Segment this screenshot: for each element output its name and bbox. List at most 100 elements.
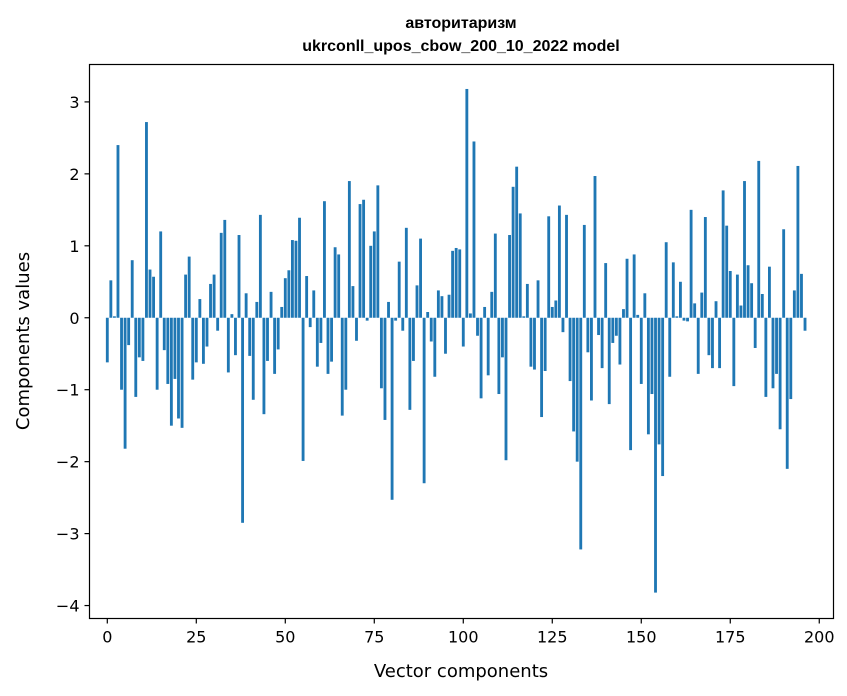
- bar-146: [625, 258, 629, 318]
- bar-37: [237, 235, 241, 318]
- bar-168: [703, 217, 707, 318]
- bar-97: [451, 250, 455, 318]
- bar-38: [241, 317, 244, 523]
- x-tick-label: 200: [804, 628, 835, 647]
- bar-148: [632, 254, 636, 318]
- bar-66: [340, 317, 344, 416]
- bar-154: [654, 317, 657, 593]
- y-tick-label: −4: [56, 597, 80, 616]
- bar-159: [671, 262, 675, 318]
- bar-34: [226, 317, 230, 373]
- bar-129: [565, 214, 568, 318]
- bar-39: [244, 293, 248, 318]
- bar-191: [785, 317, 789, 469]
- bar-80: [390, 317, 394, 500]
- bar-161: [679, 281, 682, 318]
- bar-9: [137, 317, 141, 358]
- bar-90: [426, 312, 430, 318]
- bar-173: [721, 190, 725, 318]
- bar-113: [508, 235, 511, 318]
- bar-43: [258, 214, 262, 318]
- bar-107: [486, 317, 490, 376]
- bar-98: [454, 247, 458, 318]
- bar-54: [298, 217, 301, 318]
- bar-152: [646, 317, 650, 435]
- chart-title-line-2: ukrconll_upos_cbow_200_10_2022 model: [302, 38, 619, 55]
- bar-138: [597, 317, 600, 336]
- bar-79: [387, 301, 390, 318]
- bar-27: [201, 317, 205, 364]
- bar-5: [123, 317, 127, 449]
- bar-137: [593, 176, 597, 318]
- bars-group: [105, 88, 807, 593]
- bar-155: [657, 317, 661, 445]
- bar-44: [262, 317, 266, 415]
- bar-189: [778, 317, 782, 430]
- bar-150: [639, 317, 643, 384]
- bar-177: [735, 274, 739, 318]
- bar-23: [187, 256, 191, 318]
- bar-143: [614, 317, 618, 336]
- bar-132: [575, 317, 579, 462]
- bar-58: [312, 290, 316, 318]
- bar-179: [743, 181, 746, 318]
- y-tick-label: 2: [69, 165, 79, 184]
- bar-172: [718, 317, 722, 369]
- bar-127: [557, 205, 561, 318]
- bar-95: [444, 317, 447, 354]
- bar-68: [347, 181, 351, 318]
- bar-24: [191, 317, 195, 380]
- bar-166: [696, 317, 700, 374]
- bar-82: [397, 261, 401, 318]
- bar-151: [643, 293, 647, 318]
- bar-59: [315, 317, 319, 367]
- bar-105: [479, 317, 483, 399]
- bar-142: [611, 317, 615, 343]
- bar-53: [294, 240, 298, 318]
- bar-185: [764, 317, 768, 397]
- bar-134: [582, 224, 586, 318]
- bar-126: [554, 300, 558, 318]
- bar-121: [536, 280, 540, 318]
- bar-110: [497, 317, 501, 395]
- bar-120: [533, 317, 536, 370]
- bar-115: [515, 166, 519, 318]
- bar-130: [568, 317, 572, 382]
- bar-125: [550, 306, 554, 318]
- x-tick-label: 100: [448, 628, 479, 647]
- bar-158: [668, 317, 672, 377]
- bar-0: [105, 317, 109, 363]
- bar-181: [750, 283, 754, 318]
- bar-124: [547, 216, 551, 318]
- bar-74: [369, 245, 373, 318]
- bar-67: [344, 317, 348, 390]
- bar-13: [152, 276, 155, 318]
- y-tick-label: 0: [69, 309, 79, 328]
- bar-109: [493, 233, 497, 318]
- bar-86: [412, 317, 415, 361]
- bar-139: [600, 317, 604, 369]
- bar-62: [326, 317, 330, 374]
- bar-123: [543, 317, 547, 371]
- bar-19: [173, 317, 177, 379]
- bar-26: [198, 299, 202, 318]
- bar-100: [461, 317, 465, 347]
- bar-31: [216, 317, 220, 331]
- y-axis-ticks: 3 2 1 0 −1 −2 −3 −4: [56, 93, 90, 616]
- bar-81: [394, 317, 398, 321]
- bar-111: [501, 317, 504, 358]
- x-tick-label: 150: [626, 628, 657, 647]
- bar-170: [711, 317, 714, 369]
- bar-184: [760, 294, 764, 318]
- bar-21: [180, 317, 184, 428]
- bar-52: [290, 240, 294, 318]
- bar-63: [330, 317, 333, 362]
- bar-162: [682, 317, 686, 321]
- bar-106: [483, 306, 487, 318]
- bar-15: [159, 231, 163, 318]
- bar-4: [120, 317, 123, 390]
- bar-29: [209, 283, 212, 318]
- bar-11: [145, 122, 148, 318]
- x-tick-label: 175: [715, 628, 746, 647]
